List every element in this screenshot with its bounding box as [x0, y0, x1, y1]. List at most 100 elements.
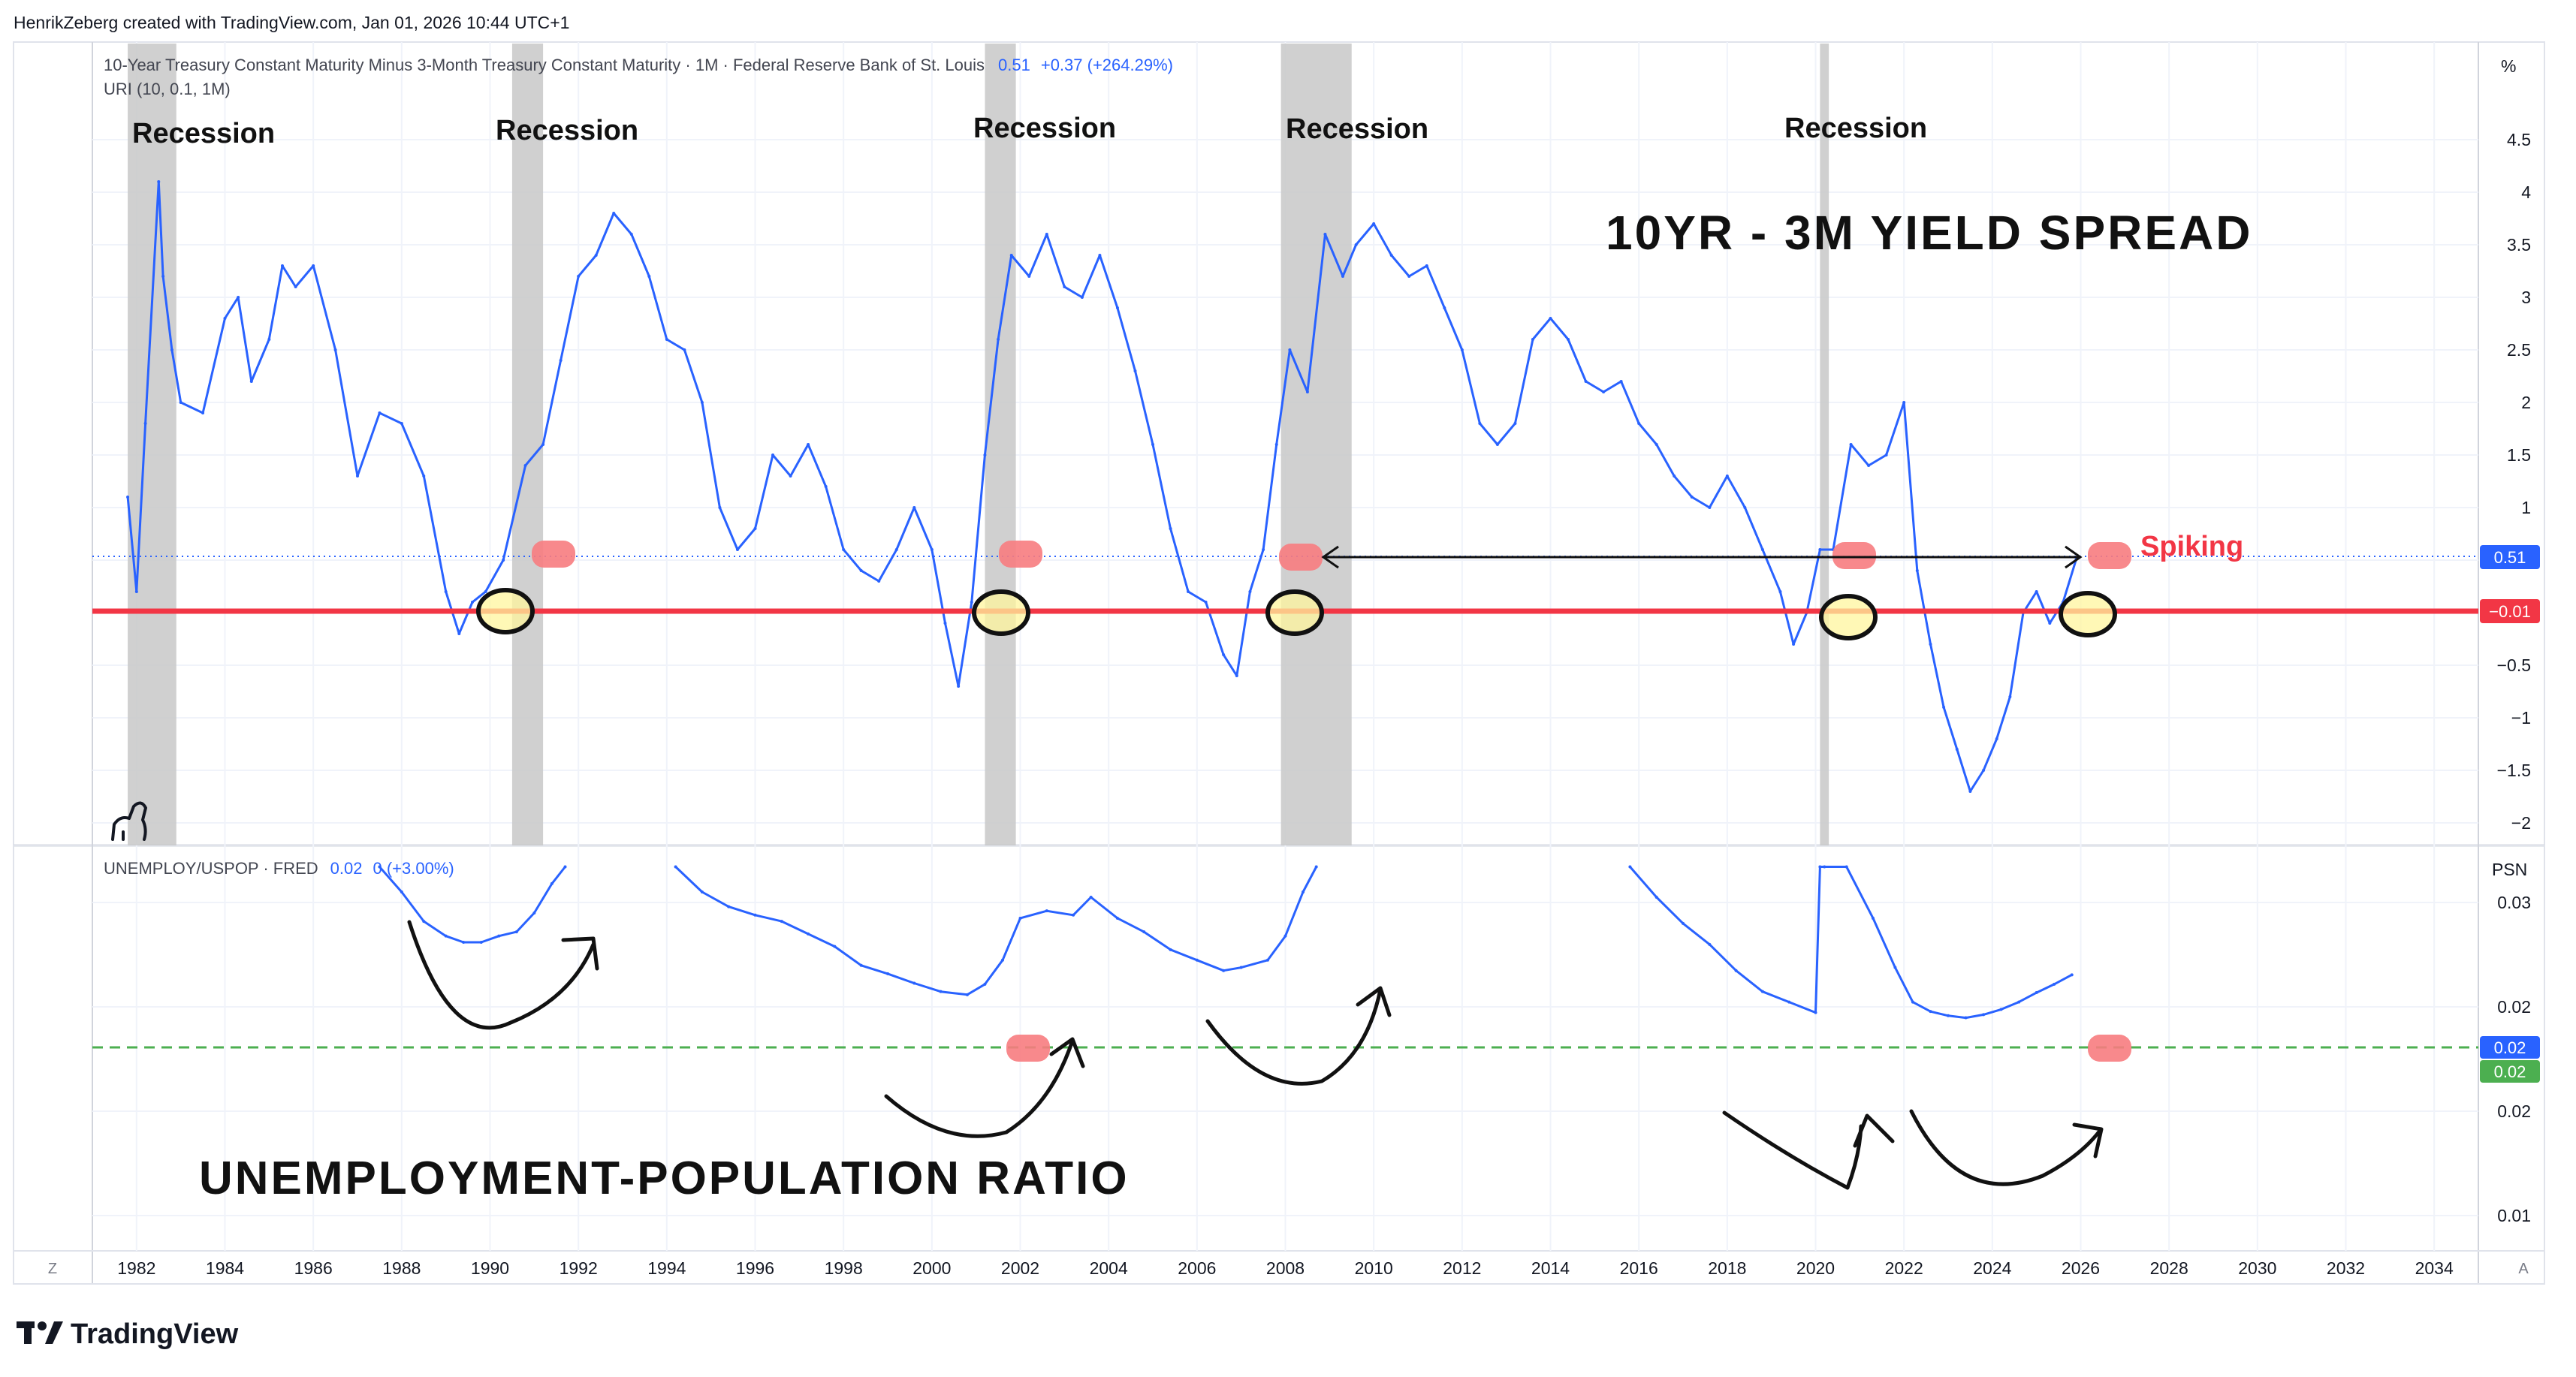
time-axis[interactable]: 1982 1984 1986 1988 1990 1992 1994 1996 1998 2000… [117, 1258, 2454, 1278]
y-tick-label: −1.5 [2497, 761, 2531, 780]
x-tick-label: 1982 [117, 1258, 155, 1278]
x-tick-label: 2010 [1355, 1258, 1393, 1278]
yield-spread-point [1222, 653, 1226, 656]
x-tick-label: 1990 [471, 1258, 509, 1278]
yield-spread-point [237, 296, 240, 299]
bottom-legend-title[interactable]: UNEMPLOY/USPOP · FRED 0.02 0 (+3.00%) [104, 859, 454, 878]
dinosaur-icon[interactable] [111, 801, 147, 841]
recession-label: Recession [1784, 113, 1927, 144]
unemployment-ratio-point [983, 982, 987, 986]
yield-spread-point [665, 338, 668, 341]
recession-band [1820, 44, 1829, 845]
yield-spread-point [1151, 443, 1154, 446]
yield-spread-point [1619, 380, 1623, 383]
yield-spread-point [1274, 443, 1278, 446]
yield-spread-point [1849, 443, 1853, 446]
yield-spread-point [1009, 254, 1013, 257]
red-marker [2088, 1035, 2131, 1062]
unemployment-ratio-point [1787, 1000, 1791, 1004]
unemployment-ratio-point [2053, 982, 2056, 986]
time-axis-right-button[interactable]: A [2518, 1261, 2529, 1277]
yield-spread-point [647, 275, 651, 278]
yield-spread-point [1602, 390, 1606, 393]
unemployment-ratio-point [479, 941, 483, 945]
yield-spread-point [1305, 390, 1309, 393]
unemployment-ratio-point [2035, 991, 2038, 995]
unemployment-ratio-point [1823, 865, 1826, 869]
yield-spread-point [170, 348, 173, 351]
yellow-circle-marker [476, 588, 535, 634]
unemployment-ratio-point [550, 881, 554, 885]
yield-spread-point [312, 264, 315, 267]
top-pane-frame [13, 41, 2545, 846]
yield-spread-point [1955, 748, 1959, 751]
unemployment-ratio-point [1982, 1013, 1986, 1017]
x-tick-label: 2004 [1090, 1258, 1128, 1278]
unemployment-ratio-point [912, 981, 916, 985]
yield-spread-point [1248, 590, 1252, 593]
tradingview-logo[interactable]: TradingView [17, 1318, 239, 1350]
yield-spread-point [1323, 233, 1327, 236]
unemployment-ratio-line[interactable] [674, 866, 1318, 996]
y-tick-label: 3 [2521, 288, 2531, 307]
time-axis-left-button[interactable]: Z [48, 1261, 57, 1277]
unemployment-ratio-point [1018, 916, 1022, 920]
zero-badge-text: −0.01 [2489, 602, 2531, 621]
hand-drawn-arrow [1205, 987, 1383, 1086]
yield-spread-point [1760, 548, 1764, 551]
bottom-blue-badge-text: 0.02 [2494, 1038, 2526, 1057]
yield-spread-point [930, 548, 934, 551]
unemployment-ratio-point [422, 920, 426, 924]
yield-spread-point [484, 590, 487, 593]
y-tick-label: 2 [2521, 393, 2531, 412]
yield-spread-point [1549, 317, 1552, 320]
time-axis-frame [13, 1250, 2545, 1285]
yield-spread-point [422, 475, 426, 478]
bottom-y-axis[interactable]: 0.03 0.02 0.02 0.01 [2497, 893, 2531, 1225]
unemployment-ratio-point [400, 890, 403, 894]
yield-spread-line[interactable] [126, 180, 2078, 793]
yield-spread-point [1968, 790, 1972, 793]
spiking-label: Spiking [2140, 531, 2243, 562]
yield-spread-point [280, 264, 284, 267]
hand-drawn-arrowhead [1356, 986, 1392, 1017]
unemployment-ratio-point [1814, 1011, 1817, 1014]
yield-spread-point [1115, 306, 1119, 309]
series-layer [126, 180, 2078, 1020]
yield-spread-point [735, 548, 739, 551]
yield-spread-point [1354, 243, 1358, 246]
yield-spread-point [1929, 643, 1932, 646]
yield-spread-point [1235, 674, 1238, 677]
unemployment-ratio-point [1999, 1008, 2003, 1011]
hand-drawn-arrowhead [1853, 1113, 1895, 1148]
red-marker [999, 541, 1042, 568]
y-tick-label: −0.5 [2497, 655, 2531, 675]
recession-band [128, 44, 176, 845]
unemployment-ratio-line[interactable] [1629, 866, 2073, 1020]
red-marker [532, 541, 575, 568]
top-unit-label: % [2501, 56, 2516, 76]
hand-drawn-arrowhead [2072, 1122, 2104, 1159]
indicator-label[interactable]: URI (10, 0.1, 1M) [104, 80, 231, 98]
yield-spread-point [1654, 443, 1658, 446]
bottom-blue-badge-bg [2480, 1036, 2540, 1059]
unemployment-ratio-line[interactable] [379, 866, 566, 944]
yield-spread-point [1341, 275, 1344, 278]
yield-spread-point [912, 506, 916, 509]
unemployment-ratio-point [1734, 969, 1738, 972]
unemployment-ratio-point [1283, 934, 1287, 938]
yield-spread-point [126, 496, 130, 499]
top-y-axis[interactable]: 4.5 4 3.5 3 2.5 2 1.5 1 −0.5 −1 −1.5 −2 [2497, 130, 2532, 833]
yield-spread-point [629, 233, 633, 236]
yellow-circle-marker [972, 589, 1030, 636]
top-legend[interactable]: 10-Year Treasury Constant Maturity Minus… [104, 56, 1173, 98]
x-tick-label: 2032 [2327, 1258, 2365, 1278]
unemployment-ratio-point [727, 905, 731, 908]
recession-band [1280, 44, 1352, 845]
unemployment-ratio-point [1302, 890, 1305, 894]
x-tick-label: 1984 [206, 1258, 244, 1278]
unemployment-ratio-point [1000, 958, 1004, 962]
credit-text: HenrikZeberg created with TradingView.co… [14, 13, 569, 32]
unemployment-ratio-point [1195, 958, 1199, 962]
